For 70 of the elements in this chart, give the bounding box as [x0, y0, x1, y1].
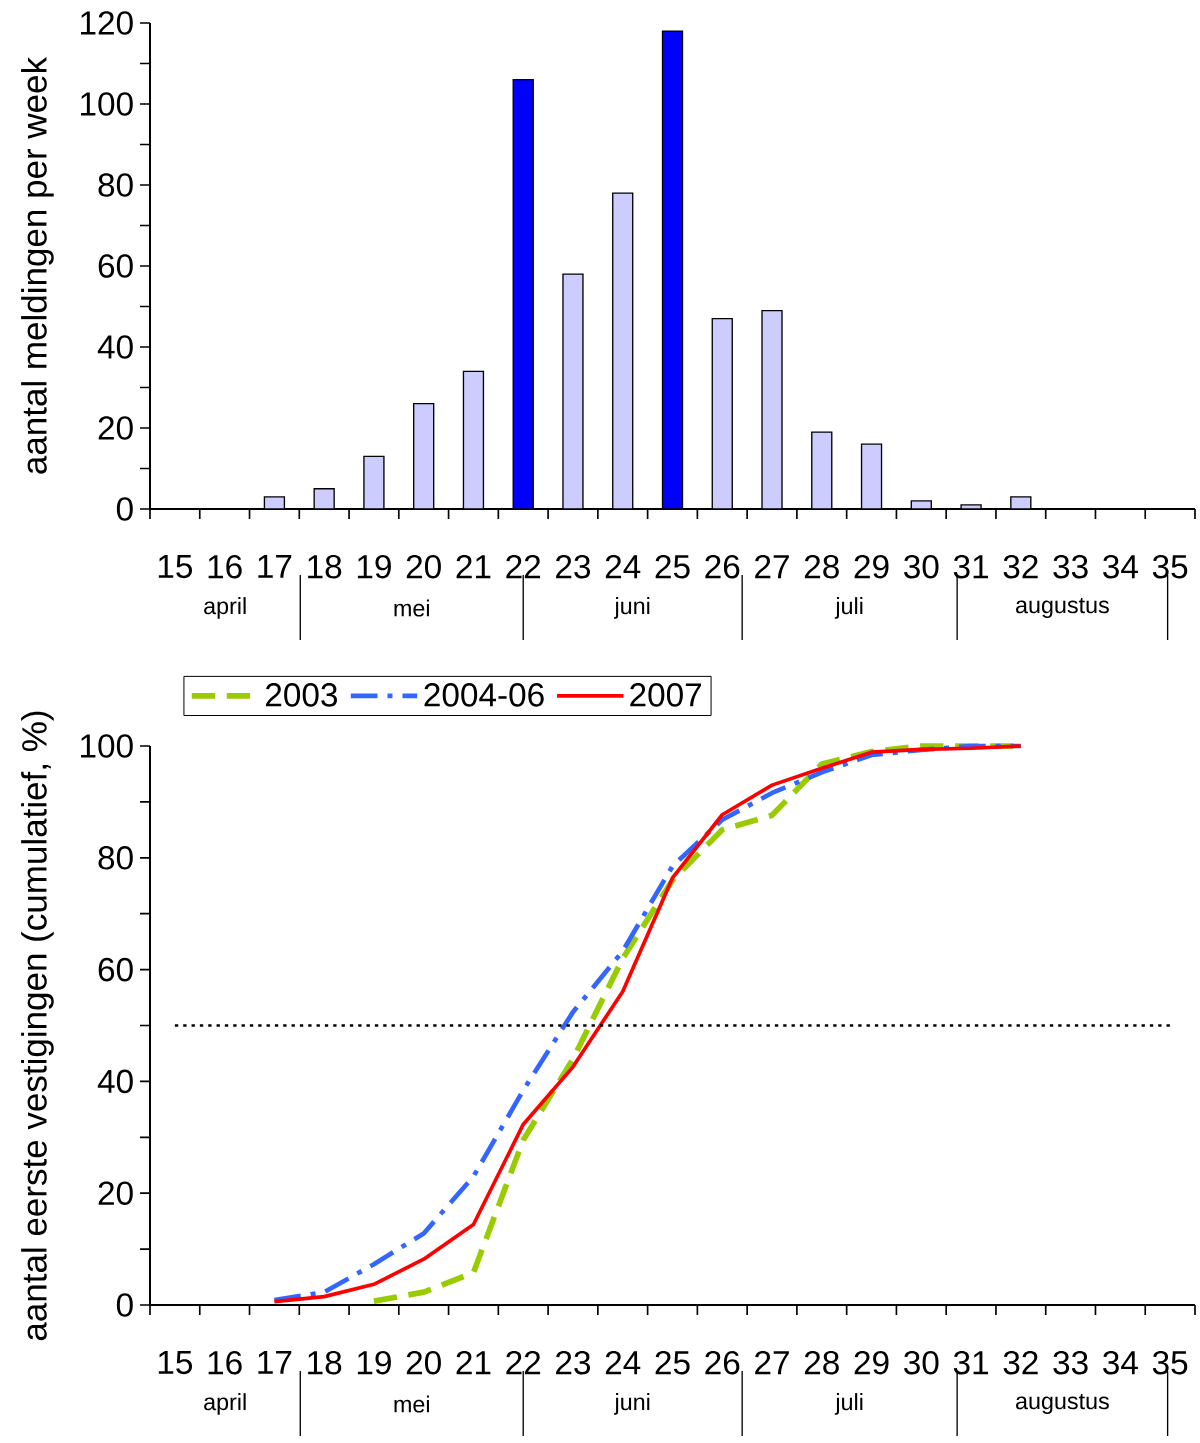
y-tick-label: 100 — [81, 92, 133, 116]
text: mei — [394, 599, 429, 617]
x-tick-label: 18 — [308, 1350, 342, 1375]
x-tick-label: 35 — [1152, 554, 1188, 579]
x-tick-label: 30 — [904, 1350, 939, 1375]
text: juli — [834, 597, 863, 619]
x-tick-label: 18 — [308, 554, 342, 579]
x-tick-label: 26 — [705, 1350, 740, 1375]
x-tick-label: 21 — [456, 1350, 491, 1375]
y-tick-label: 0 — [116, 497, 133, 521]
x-tick-label: 30 — [904, 554, 939, 579]
x-tick-label: 34 — [1103, 554, 1138, 579]
text: augustus — [1016, 1394, 1109, 1414]
y-tick-label: 60 — [98, 957, 133, 982]
text: juni — [613, 597, 650, 619]
y-tick-label: 40 — [97, 1069, 133, 1094]
x-tick-label: 21 — [456, 554, 491, 579]
text: augustus — [1016, 598, 1109, 618]
x-tick-label: 33 — [1053, 554, 1088, 579]
legend-label: 2003 — [266, 683, 337, 707]
y-tick-label: 80 — [98, 173, 133, 197]
x-tick-label: 24 — [605, 1350, 641, 1375]
y-tick-label: 0 — [116, 1293, 133, 1317]
x-tick-label: 17 — [258, 554, 292, 578]
text: mei — [394, 1395, 429, 1413]
y-tick-label: 20 — [98, 1181, 133, 1205]
x-tick-label: 24 — [605, 554, 641, 579]
x-tick-label: 32 — [1003, 1350, 1038, 1375]
x-tick-label: 22 — [506, 554, 541, 579]
y-tick-label: 80 — [98, 846, 133, 870]
x-tick-label: 20 — [406, 554, 441, 579]
x-tick-label: 19 — [357, 1350, 391, 1375]
x-tick-label: 29 — [854, 1350, 889, 1375]
x-tick-label: 34 — [1103, 1350, 1138, 1375]
x-tick-label: 19 — [357, 554, 391, 579]
x-tick-label: 32 — [1003, 554, 1038, 579]
x-tick-label: 15 — [158, 1350, 193, 1375]
y-tick-label: 100 — [81, 734, 133, 758]
y-tick-label: 40 — [97, 335, 133, 359]
x-tick-label: 31 — [953, 1350, 988, 1375]
x-tick-label: 33 — [1053, 1350, 1088, 1375]
x-tick-label: 16 — [208, 1350, 242, 1375]
x-tick-label: 15 — [158, 554, 193, 579]
x-tick-label: 35 — [1152, 1350, 1188, 1375]
y-tick-label: 120 — [81, 11, 133, 35]
y-axis-title: aantal eerste vestigingen (cumulatief, %) — [21, 711, 54, 1341]
x-tick-label: 22 — [506, 1350, 541, 1375]
x-tick-label: 28 — [804, 1350, 839, 1375]
legend-label: 2004-06 — [424, 683, 544, 707]
x-tick-label: 17 — [258, 1350, 292, 1374]
x-tick-label: 28 — [804, 554, 839, 579]
x-tick-label: 20 — [406, 1350, 441, 1375]
text: juni — [613, 1393, 650, 1415]
y-tick-label: 20 — [98, 416, 133, 440]
x-tick-label: 23 — [556, 554, 591, 579]
text: juli — [834, 1393, 863, 1415]
y-tick-label: 60 — [98, 254, 133, 278]
legend-label: 2007 — [630, 683, 702, 707]
x-tick-label: 16 — [208, 554, 242, 579]
y-axis-title: aantal meldingen per week — [21, 56, 54, 474]
x-tick-label: 27 — [755, 1350, 789, 1375]
x-tick-label: 26 — [705, 554, 740, 579]
text: april — [204, 1393, 246, 1415]
x-tick-label: 25 — [655, 554, 690, 579]
x-tick-label: 29 — [854, 554, 889, 579]
x-tick-label: 23 — [556, 1350, 591, 1375]
x-tick-label: 27 — [755, 554, 789, 579]
text: april — [204, 597, 246, 619]
x-tick-label: 31 — [953, 554, 988, 579]
x-tick-label: 25 — [655, 1350, 690, 1375]
